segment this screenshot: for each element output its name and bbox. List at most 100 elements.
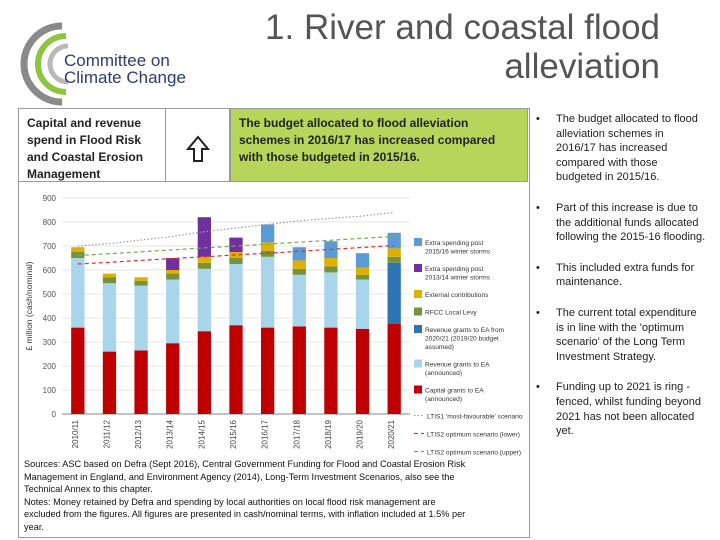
y-tick-label: 100: [43, 386, 57, 395]
up-arrow-icon: [185, 135, 211, 162]
x-tick-label: 2020/21: [387, 419, 396, 448]
bar-segment: [387, 262, 401, 324]
bar-segment: [102, 277, 117, 284]
legend-label: (announced): [425, 370, 462, 377]
bar-segment: [166, 343, 180, 414]
sources-line-2: Management in England, and Environment A…: [24, 471, 455, 482]
bar-segment: [134, 280, 148, 286]
x-tick-label: 2015/16: [229, 419, 238, 448]
bar-segment: [292, 326, 306, 414]
bar-segment: [355, 267, 370, 275]
bar-segment: [355, 274, 370, 280]
x-tick-label: 2011/12: [102, 419, 111, 448]
legend-label: LTIS2 optimum scenario (lower): [427, 432, 520, 439]
bullet-item: The budget allocated to flood alleviatio…: [536, 112, 706, 185]
sources-line-5: excluded from the figures. All figures a…: [24, 509, 466, 519]
bar-segment: [229, 264, 243, 326]
x-tick-label: 2018/19: [324, 419, 333, 448]
bar-segment: [229, 258, 243, 264]
bullet-item: Part of this increase is due to the addi…: [536, 201, 706, 245]
logo-line-2: Climate Change: [64, 68, 186, 87]
bar-segment: [260, 242, 275, 251]
bar-segment: [102, 351, 117, 414]
bar-segment: [324, 272, 338, 328]
legend-label: Extra spending post: [425, 266, 483, 273]
bullet-item: This included extra funds for maintenanc…: [536, 261, 706, 290]
legend-label: Capital grants to EA: [425, 388, 484, 395]
y-tick-label: 200: [43, 362, 57, 371]
ccc-logo: [18, 18, 188, 108]
y-tick-label: 400: [43, 314, 57, 323]
bar-segment: [71, 327, 85, 414]
bar-segment: [134, 277, 148, 281]
page-title: 1. River and coastal flood alleviation: [230, 8, 660, 86]
sources-note: Sources: ASC based on Defra (Sept 2016),…: [24, 458, 524, 533]
bar-segment: [355, 279, 370, 329]
legend-label: LTIS1 'most-favourable' scenario: [427, 414, 523, 421]
legend-label: Revenue grants to EA from: [425, 327, 505, 334]
sources-line-6: year.: [24, 521, 44, 532]
legend-label: Revenue grants to EA: [425, 362, 490, 369]
y-tick-label: 700: [43, 242, 57, 251]
bar-segment: [197, 268, 212, 332]
bullet-item: The current total expenditure is in line…: [536, 306, 706, 364]
legend-swatch: [414, 325, 422, 333]
bar-segment: [387, 232, 401, 249]
y-tick-label: 300: [43, 338, 57, 347]
legend-swatch: [414, 264, 422, 272]
scenario-line: [77, 235, 395, 257]
scenario-line: [77, 211, 395, 247]
y-tick-label: 0: [52, 410, 57, 419]
bar-segment: [229, 252, 243, 258]
chart-svg: 0 100 200 300 400 500 600 700 800 900 £ million (c…: [24, 194, 523, 457]
x-tick-label: 2013/14: [166, 419, 175, 448]
legend-swatch: [414, 238, 422, 246]
bar-segment: [324, 327, 338, 414]
y-tick-label: 600: [43, 266, 57, 275]
bar-segment: [229, 325, 243, 414]
x-tick-label: 2016/17: [261, 419, 270, 448]
bar-segment: [229, 237, 243, 252]
bar-segment: [324, 266, 338, 273]
x-tick-label: 2019/20: [356, 419, 365, 448]
legend-label: 2020/21 (2019/20 budget: [425, 336, 499, 343]
bar-segment: [166, 279, 180, 344]
legend-label: LTIS2 optimum scenario (upper): [427, 450, 521, 457]
legend-swatch: [414, 359, 422, 368]
chart-caption: Capital and revenue spend in Flood Risk …: [18, 108, 166, 182]
y-tick-label: 500: [43, 290, 57, 299]
bar-segment: [134, 285, 148, 351]
logo-text: Committee on Climate Change: [64, 52, 186, 86]
legend-label: (announced): [425, 396, 462, 403]
y-tick-label: 900: [43, 194, 57, 203]
logo-line-1: Committee on: [64, 51, 170, 70]
bar-segment: [197, 256, 212, 263]
bar-segment: [71, 258, 85, 328]
x-tick-label: 2010/11: [71, 419, 80, 448]
arrow-box: [166, 108, 230, 182]
bar-segment: [166, 258, 180, 270]
chart: 0 100 200 300 400 500 600 700 800 900 £ million (c…: [18, 186, 528, 457]
highlight-box: The budget allocated to flood alleviatio…: [230, 108, 528, 182]
bar-segment: [387, 248, 401, 257]
bar-segment: [292, 274, 306, 327]
bar-segment: [71, 247, 85, 252]
legend-label: RFCC Local Levy: [425, 310, 477, 317]
bar-segment: [324, 258, 338, 267]
bar-segment: [166, 273, 180, 280]
legend-label: 2013/14 winter storms: [425, 275, 491, 282]
bar-segment: [292, 247, 306, 261]
bar-segment: [197, 262, 212, 269]
legend-swatch: [414, 307, 422, 316]
legend-swatch: [414, 385, 422, 394]
bar-segment: [166, 270, 180, 274]
bar-segment: [387, 256, 401, 263]
legend-label: External contributions: [425, 292, 489, 299]
bar-segment: [292, 260, 306, 269]
bullet-list: The budget allocated to flood alleviatio…: [536, 112, 706, 455]
x-tick-label: 2014/15: [197, 419, 206, 448]
x-tick-label: 2017/18: [292, 419, 301, 448]
legend-swatch: [414, 290, 422, 298]
legend-label: 2015/16 winter storms: [425, 249, 491, 256]
sources-line-4: Notes: Money retained by Defra and spend…: [24, 496, 436, 507]
